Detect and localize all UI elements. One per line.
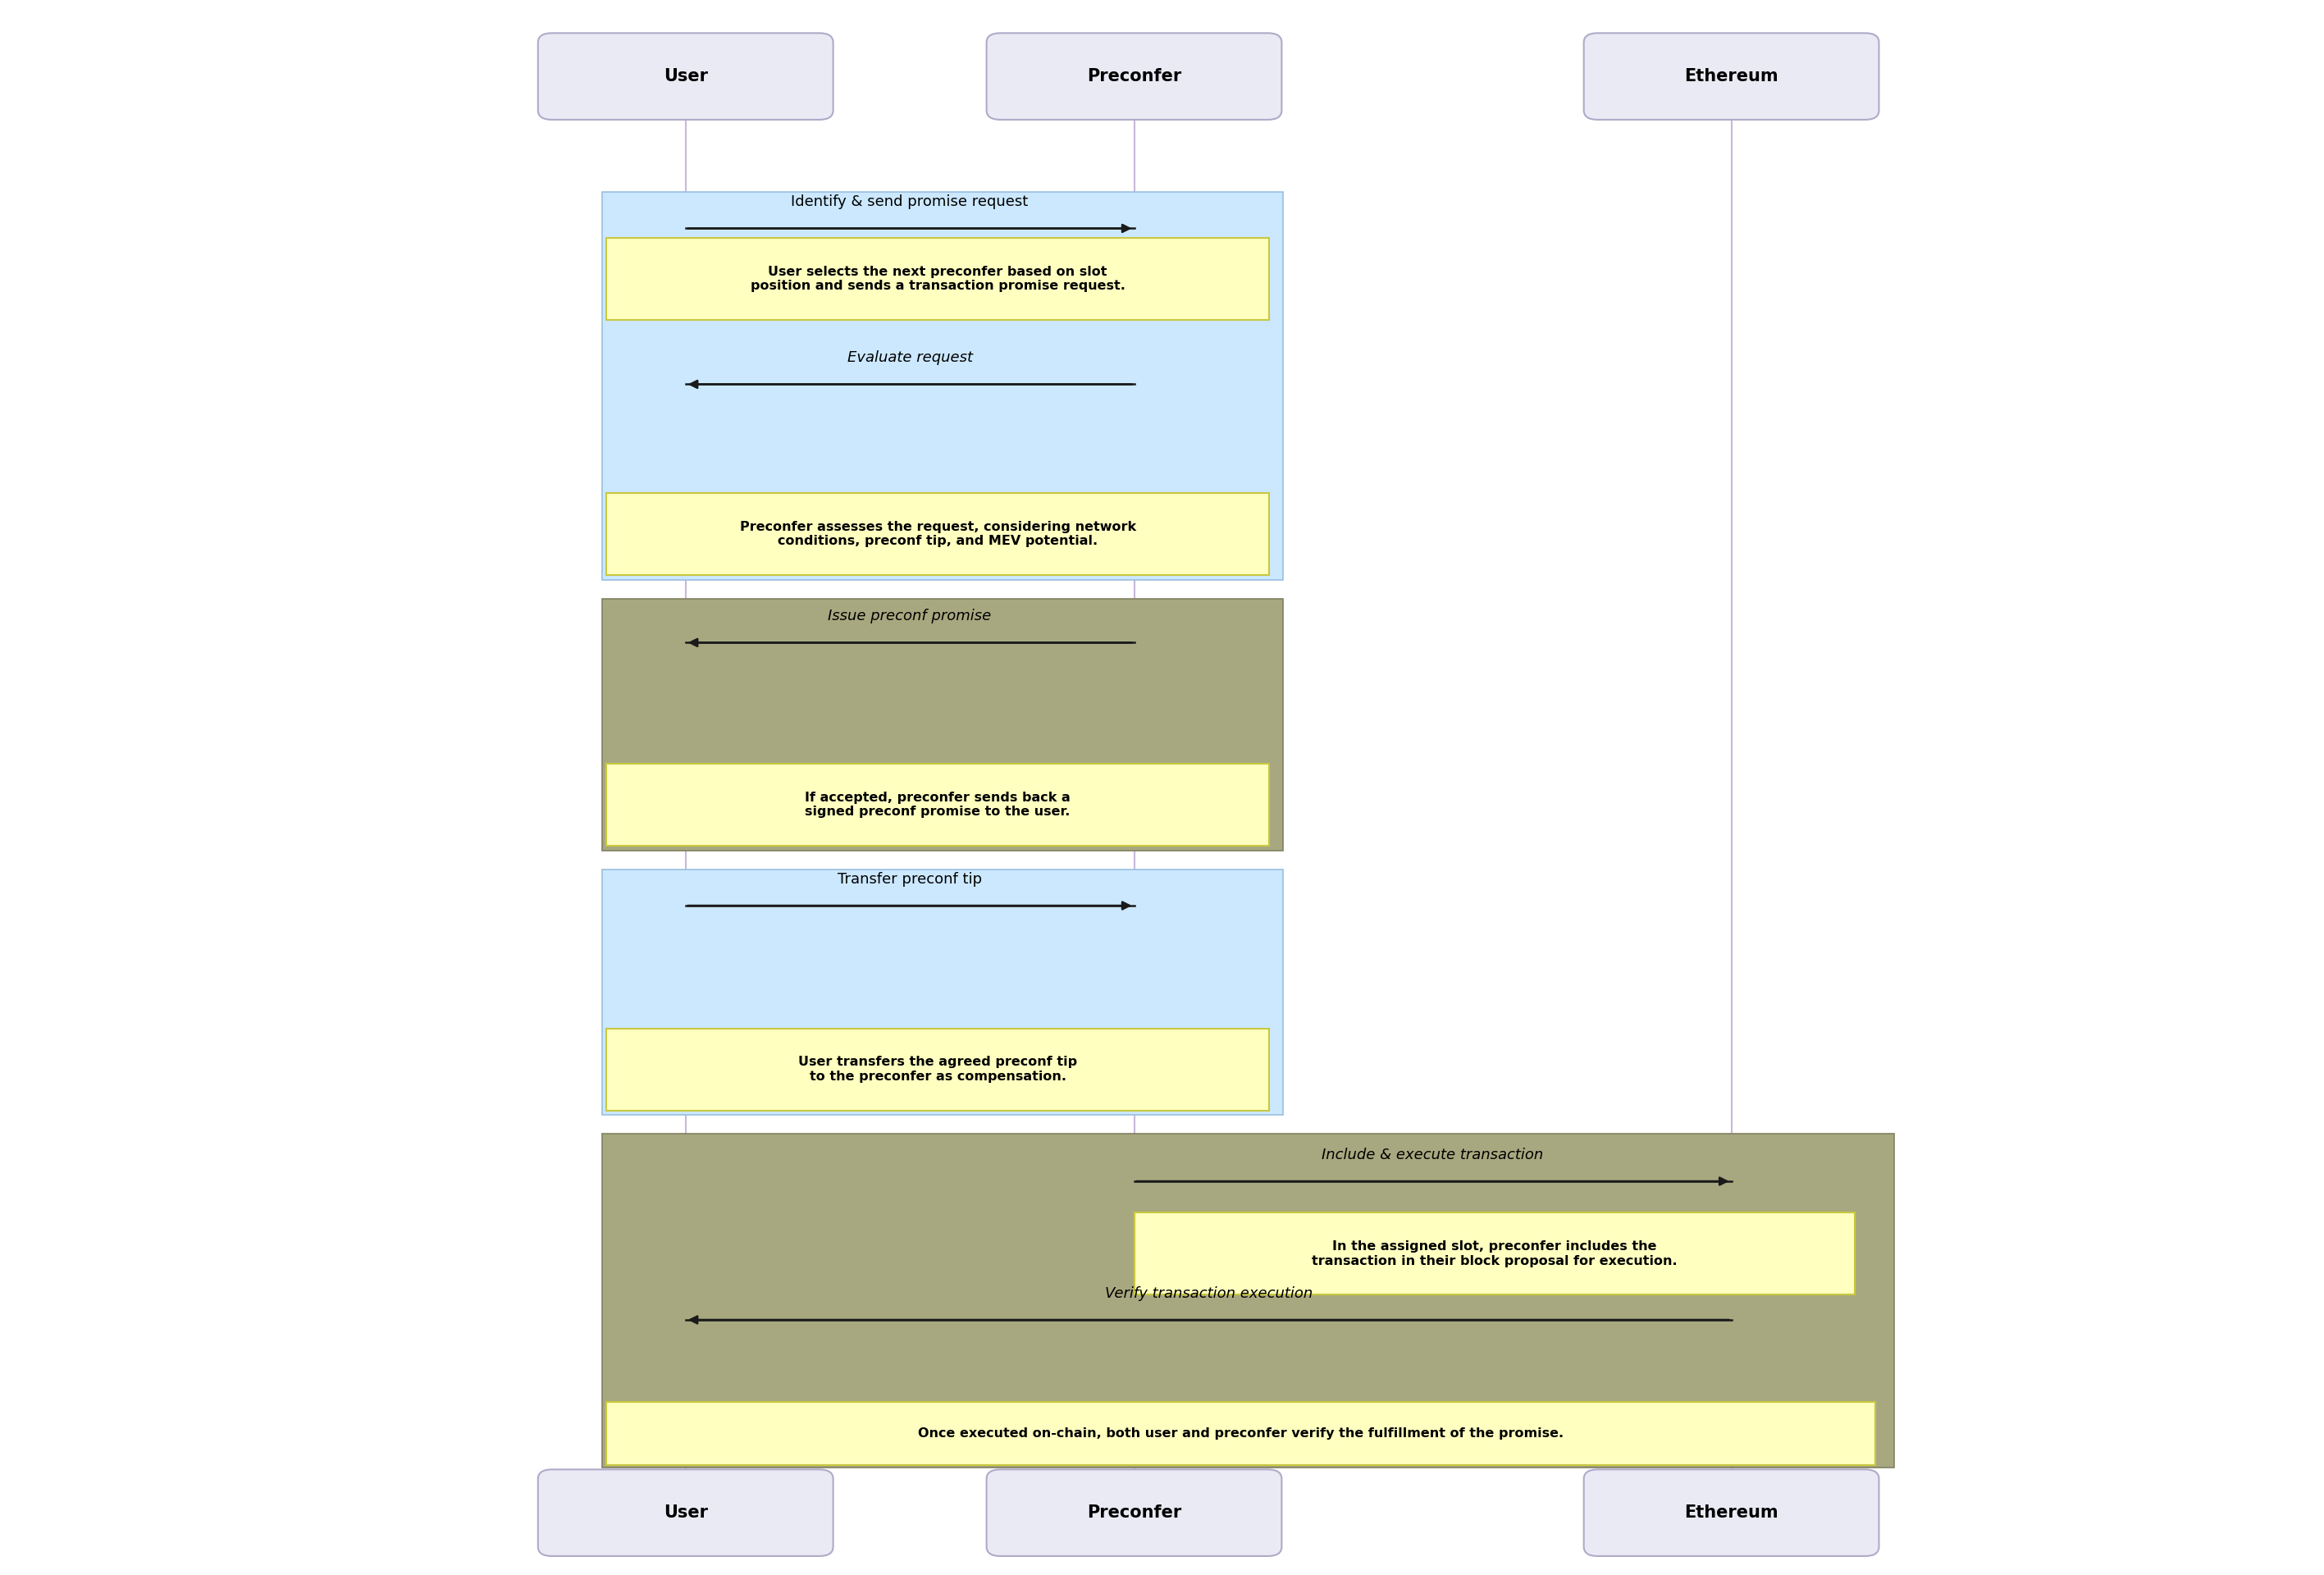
Text: In the assigned slot, preconfer includes the
transaction in their block proposal: In the assigned slot, preconfer includes…: [1311, 1241, 1678, 1266]
FancyBboxPatch shape: [537, 33, 832, 120]
FancyBboxPatch shape: [988, 33, 1283, 120]
Text: Identify & send promise request: Identify & send promise request: [790, 195, 1030, 209]
Text: Preconfer: Preconfer: [1088, 1504, 1181, 1521]
FancyBboxPatch shape: [602, 869, 1283, 1115]
Text: User: User: [662, 1504, 709, 1521]
Text: Issue preconf promise: Issue preconf promise: [827, 610, 992, 624]
FancyBboxPatch shape: [1585, 33, 1878, 120]
Text: Once executed on-chain, both user and preconfer verify the fulfillment of the pr: Once executed on-chain, both user and pr…: [918, 1427, 1564, 1440]
FancyBboxPatch shape: [988, 1469, 1283, 1556]
Text: User transfers the agreed preconf tip
to the preconfer as compensation.: User transfers the agreed preconf tip to…: [797, 1057, 1078, 1082]
Text: User: User: [662, 68, 709, 85]
Text: Preconfer: Preconfer: [1088, 68, 1181, 85]
Text: Verify transaction execution: Verify transaction execution: [1104, 1287, 1313, 1301]
FancyBboxPatch shape: [537, 1469, 832, 1556]
Text: Evaluate request: Evaluate request: [846, 351, 974, 365]
FancyBboxPatch shape: [1585, 1469, 1878, 1556]
Text: Transfer preconf tip: Transfer preconf tip: [837, 873, 983, 887]
Text: If accepted, preconfer sends back a
signed preconf promise to the user.: If accepted, preconfer sends back a sign…: [804, 792, 1071, 817]
Text: Ethereum: Ethereum: [1685, 1504, 1778, 1521]
FancyBboxPatch shape: [607, 238, 1269, 320]
FancyBboxPatch shape: [602, 598, 1283, 851]
FancyBboxPatch shape: [602, 192, 1283, 580]
Text: Include & execute transaction: Include & execute transaction: [1322, 1148, 1543, 1162]
Text: User selects the next preconfer based on slot
position and sends a transaction p: User selects the next preconfer based on…: [751, 266, 1125, 291]
FancyBboxPatch shape: [1134, 1213, 1855, 1295]
Text: Ethereum: Ethereum: [1685, 68, 1778, 85]
Text: Preconfer assesses the request, considering network
conditions, preconf tip, and: Preconfer assesses the request, consider…: [739, 521, 1136, 547]
FancyBboxPatch shape: [607, 493, 1269, 575]
FancyBboxPatch shape: [607, 1028, 1269, 1110]
FancyBboxPatch shape: [607, 1402, 1875, 1465]
FancyBboxPatch shape: [607, 764, 1269, 846]
FancyBboxPatch shape: [602, 1134, 1894, 1468]
